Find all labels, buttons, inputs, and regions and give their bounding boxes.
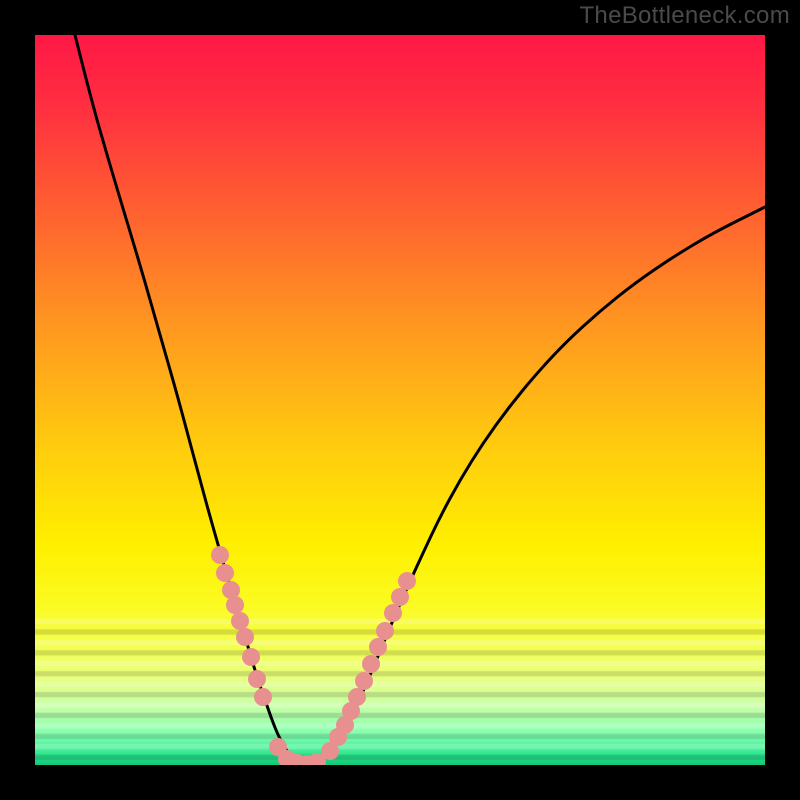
marker-right (355, 672, 373, 690)
marker-left (254, 688, 272, 706)
marker-right (362, 655, 380, 673)
marker-left (248, 670, 266, 688)
marker-right (398, 572, 416, 590)
curve-left-branch (75, 35, 303, 765)
marker-left (236, 628, 254, 646)
plot-area (35, 35, 765, 765)
marker-left (231, 612, 249, 630)
marker-right (391, 588, 409, 606)
marker-right (348, 688, 366, 706)
marker-right (369, 638, 387, 656)
marker-left (216, 564, 234, 582)
watermark-text: TheBottleneck.com (579, 2, 790, 30)
marker-right (376, 622, 394, 640)
marker-left (226, 596, 244, 614)
marker-left (211, 546, 229, 564)
marker-right (384, 604, 402, 622)
bottleneck-curve-layer (35, 35, 765, 765)
marker-left (242, 648, 260, 666)
